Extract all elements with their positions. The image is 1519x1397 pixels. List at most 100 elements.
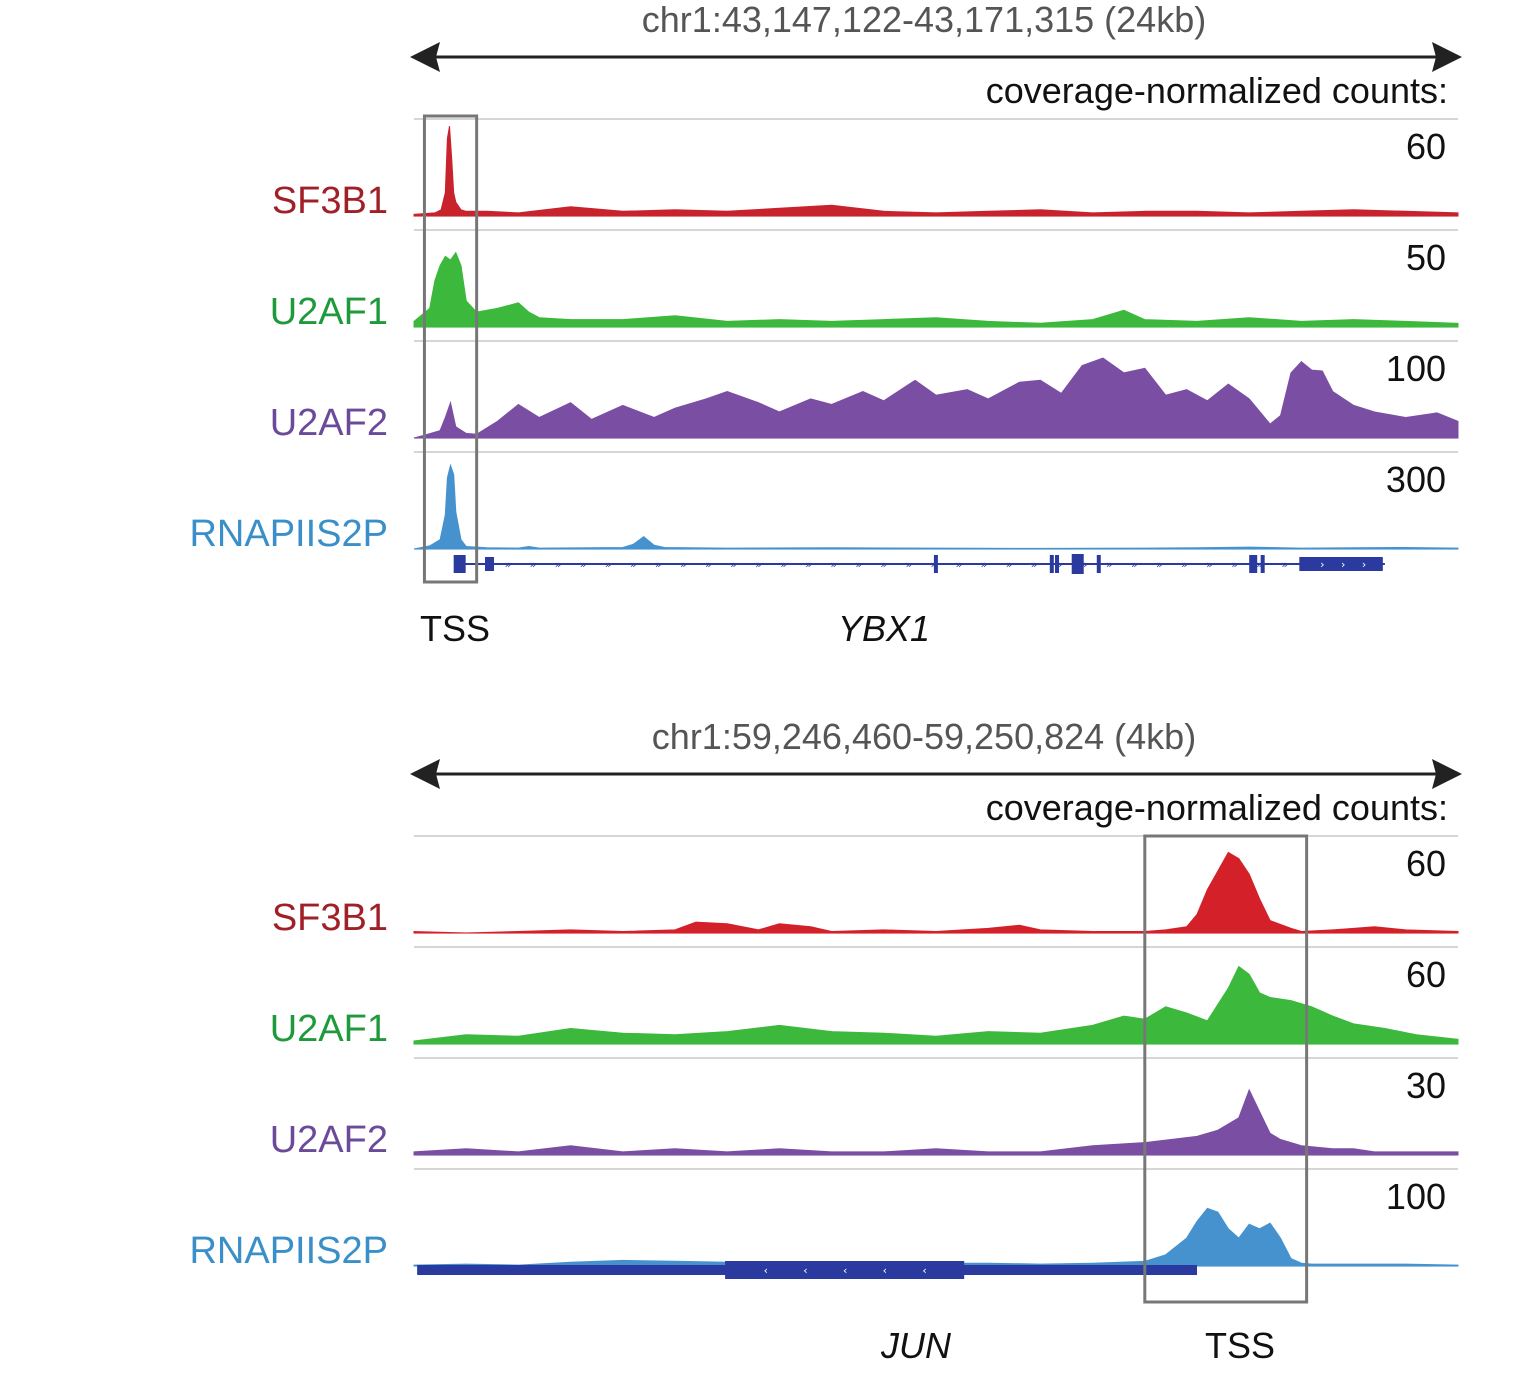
track-scale-max: 300 <box>1386 459 1446 500</box>
strand-chevron: » <box>605 558 612 571</box>
track-label: RNAPIIS2P <box>189 513 388 555</box>
track-scale-max: 60 <box>1406 843 1446 884</box>
strand-chevron: ‹ <box>803 1264 807 1277</box>
panel-2: chr1:59,246,460-59,250,824 (4kb) coverage… <box>189 716 1462 1366</box>
region-arrow-right-head <box>1432 42 1462 72</box>
track-scale-max: 60 <box>1406 954 1446 995</box>
strand-chevron: » <box>1256 558 1263 571</box>
gene-exon <box>1249 555 1258 573</box>
coverage-area <box>413 463 1459 550</box>
track-sf3b1: SF3B1 60 <box>272 118 1459 222</box>
region-label: chr1:43,147,122-43,171,315 (24kb) <box>642 0 1206 40</box>
region-arrow-left-head <box>410 759 440 789</box>
strand-chevron: » <box>730 558 737 571</box>
strand-chevron: » <box>1281 558 1288 571</box>
strand-chevron: » <box>580 558 587 571</box>
track-label: U2AF2 <box>270 402 388 444</box>
track-scale-max: 100 <box>1386 1176 1446 1217</box>
strand-chevron: » <box>1106 558 1113 571</box>
tss-highlight-box <box>1143 834 1309 1304</box>
tss-highlight-box <box>422 114 479 584</box>
gene-exon <box>1049 555 1054 573</box>
strand-chevron: ‹ <box>922 1264 926 1277</box>
strand-chevron: » <box>931 558 938 571</box>
coverage-area <box>413 126 1459 217</box>
strand-chevron: » <box>705 558 712 571</box>
strand-chevron: » <box>956 558 963 571</box>
strand-chevron: » <box>755 558 762 571</box>
track-u2af2: U2AF2 100 <box>270 340 1459 444</box>
gene-exon <box>1055 555 1060 573</box>
panel-1: chr1:43,147,122-43,171,315 (24kb) coverag… <box>189 0 1462 649</box>
track-label: RNAPIIS2P <box>189 1230 388 1272</box>
track-u2af1: U2AF1 50 <box>270 229 1459 333</box>
track-sf3b1: SF3B1 60 <box>272 835 1459 939</box>
track-scale-max: 60 <box>1406 126 1446 167</box>
strand-chevron: » <box>1031 558 1038 571</box>
strand-chevron: » <box>830 558 837 571</box>
track-rnapiis2p: RNAPIIS2P 300 <box>189 451 1459 555</box>
gene-model-jun: ‹ ‹ ‹ ‹ ‹ <box>417 1261 1198 1279</box>
strand-chevron: » <box>680 558 687 571</box>
strand-chevron: » <box>1081 558 1088 571</box>
strand-chevron: ‹ <box>764 1264 768 1277</box>
coverage-area <box>413 251 1459 328</box>
strand-chevron: ‹ <box>843 1264 847 1277</box>
strand-chevron: » <box>1231 558 1238 571</box>
coverage-area <box>413 965 1459 1045</box>
track-label: U2AF1 <box>270 1008 388 1050</box>
strand-chevron: » <box>805 558 812 571</box>
track-u2af1: U2AF1 60 <box>270 946 1459 1050</box>
strand-chevron: » <box>655 558 662 571</box>
strand-chevron: » <box>1206 558 1213 571</box>
gene-name: JUN <box>880 1325 952 1366</box>
gene-exon-cds <box>725 1261 965 1279</box>
track-label: U2AF2 <box>270 1119 388 1161</box>
strand-chevron: » <box>1056 558 1063 571</box>
gene-exon <box>933 555 938 573</box>
strand-chevron: » <box>505 558 512 571</box>
strand-chevron: › <box>1362 558 1366 571</box>
strand-chevron: » <box>1156 558 1163 571</box>
gene-exon <box>484 557 494 571</box>
units-label: coverage-normalized counts: <box>986 70 1448 111</box>
strand-chevron: » <box>855 558 862 571</box>
gene-exon-utr <box>1299 557 1383 571</box>
region-arrow-left-head <box>410 42 440 72</box>
track-label: U2AF1 <box>270 291 388 333</box>
track-u2af2: U2AF2 30 <box>270 1057 1459 1161</box>
strand-chevron: » <box>1181 558 1188 571</box>
strand-chevron: » <box>780 558 787 571</box>
strand-chevron: » <box>905 558 912 571</box>
gene-exon <box>453 555 466 573</box>
gene-name: YBX1 <box>838 608 930 649</box>
track-label: SF3B1 <box>272 897 388 939</box>
strand-chevron: » <box>1006 558 1013 571</box>
tss-label: TSS <box>420 608 490 649</box>
units-label: coverage-normalized counts: <box>986 787 1448 828</box>
strand-chevron: ‹ <box>883 1264 887 1277</box>
strand-chevron: › <box>1341 558 1345 571</box>
strand-chevron: » <box>555 558 562 571</box>
coverage-area <box>413 1207 1459 1267</box>
tss-label: TSS <box>1205 1325 1275 1366</box>
gene-exon <box>1260 555 1265 573</box>
gene-exon <box>1096 555 1101 573</box>
coverage-area <box>413 851 1459 934</box>
track-rnapiis2p: RNAPIIS2P 100 <box>189 1168 1459 1272</box>
gene-exon <box>1071 554 1084 574</box>
coverage-area <box>413 357 1459 439</box>
track-scale-max: 30 <box>1406 1065 1446 1106</box>
gene-model-ybx1: » » » » » » » » » » » » » » » » » » » » » » » » » » » » » » » » › › › <box>453 554 1385 574</box>
track-scale-max: 100 <box>1386 348 1446 389</box>
strand-chevron: » <box>630 558 637 571</box>
strand-chevron: » <box>530 558 537 571</box>
region-label: chr1:59,246,460-59,250,824 (4kb) <box>652 716 1196 757</box>
region-arrow-right-head <box>1432 759 1462 789</box>
strand-chevron: › <box>1320 558 1324 571</box>
track-scale-max: 50 <box>1406 237 1446 278</box>
track-label: SF3B1 <box>272 180 388 222</box>
coverage-area <box>413 1088 1459 1156</box>
strand-chevron: » <box>1131 558 1138 571</box>
